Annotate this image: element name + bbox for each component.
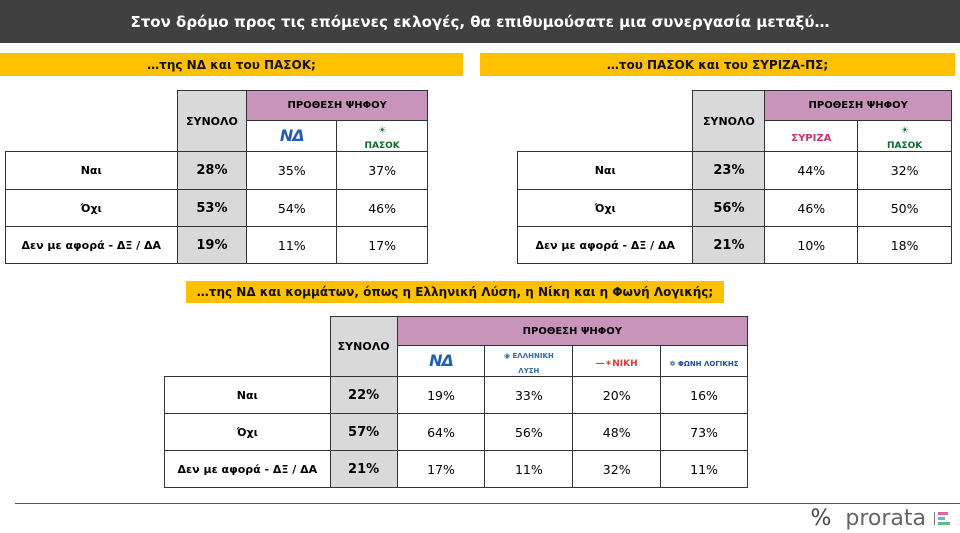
row-label: Ναι bbox=[516, 151, 694, 190]
vote-intention-header: ΠΡΟΘΕΣΗ ΨΗΦΟΥ bbox=[246, 90, 428, 121]
total-value: 21% bbox=[329, 450, 398, 488]
row-label: Όχι bbox=[5, 189, 178, 227]
total-value: 21% bbox=[692, 226, 766, 264]
table-row: Δεν με αφορά - ΔΞ / ΔΑ 19% 11% 17% bbox=[5, 226, 428, 264]
cell: 44% bbox=[764, 151, 859, 190]
vote-intention-header: ΠΡΟΘΕΣΗ ΨΗΦΟΥ bbox=[764, 90, 952, 121]
table-row: Όχι 57% 64% 56% 48% 73% bbox=[164, 413, 748, 451]
cell: 17% bbox=[396, 450, 486, 488]
row-label: Δεν με αφορά - ΔΞ / ΔΑ bbox=[164, 450, 331, 488]
table-row: Ναι 22% 19% 33% 20% 16% bbox=[164, 376, 748, 414]
results-table-2: ΣΥΝΟΛΟ ΠΡΟΘΕΣΗ ΨΗΦΟΥ ΣΥΡΙΖΑ ☀ ΠΑΣΟΚ Ναι 23% 4… bbox=[516, 90, 952, 264]
cell: 32% bbox=[572, 450, 662, 488]
cell: 19% bbox=[396, 376, 486, 414]
total-value: 56% bbox=[692, 189, 766, 227]
niki-logo: —✶ΝΙΚΗ bbox=[572, 345, 662, 377]
brand-name: prorata bbox=[845, 506, 926, 531]
cell: 54% bbox=[246, 189, 338, 227]
nd-logo: ΝΔ bbox=[396, 345, 486, 377]
cell: 73% bbox=[660, 413, 748, 451]
question-heading-1: …της ΝΔ και του ΠΑΣΟΚ; bbox=[0, 53, 463, 76]
total-header: ΣΥΝΟΛΟ bbox=[176, 90, 248, 152]
table-row: Όχι 56% 46% 50% bbox=[516, 189, 952, 227]
cell: 33% bbox=[484, 376, 574, 414]
row-label: Δεν με αφορά - ΔΞ / ΔΑ bbox=[516, 226, 694, 264]
elliniki-lysi-logo: ◉ ΕΛΛΗΝΙΚΗ ΛΥΣΗ bbox=[484, 345, 574, 377]
cell: 20% bbox=[572, 376, 662, 414]
cell: 48% bbox=[572, 413, 662, 451]
nd-logo: ΝΔ bbox=[246, 120, 338, 152]
table-row: Όχι 53% 54% 46% bbox=[5, 189, 428, 227]
pasok-logo: ☀ ΠΑΣΟΚ bbox=[336, 120, 428, 152]
table-row: Ναι 28% 35% 37% bbox=[5, 151, 428, 190]
cell: 32% bbox=[857, 151, 952, 190]
total-header: ΣΥΝΟΛΟ bbox=[329, 316, 398, 377]
cell: 37% bbox=[336, 151, 428, 190]
cell: 35% bbox=[246, 151, 338, 190]
prorata-logo: % prorata bbox=[810, 506, 950, 531]
results-table-1: ΣΥΝΟΛΟ ΠΡΟΘΕΣΗ ΨΗΦΟΥ ΝΔ ☀ ΠΑΣΟΚ Ναι 28% 35% 37… bbox=[5, 90, 428, 264]
total-value: 19% bbox=[176, 226, 248, 264]
cell: 11% bbox=[660, 450, 748, 488]
vote-intention-header: ΠΡΟΘΕΣΗ ΨΗΦΟΥ bbox=[396, 316, 749, 346]
total-value: 28% bbox=[176, 151, 248, 190]
cell: 56% bbox=[484, 413, 574, 451]
table-row: Δεν με αφορά - ΔΞ / ΔΑ 21% 17% 11% 32% 11% bbox=[164, 450, 748, 488]
total-value: 57% bbox=[329, 413, 398, 451]
cell: 18% bbox=[857, 226, 952, 264]
page-title: Στον δρόμο προς τις επόμενες εκλογές, θα… bbox=[0, 0, 960, 43]
cell: 64% bbox=[396, 413, 486, 451]
table-row: Δεν με αφορά - ΔΞ / ΔΑ 21% 10% 18% bbox=[516, 226, 952, 264]
row-label: Όχι bbox=[516, 189, 694, 227]
foni-logikis-logo: ❁ ΦΩΝΗ ΛΟΓΙΚΗΣ bbox=[660, 345, 748, 377]
syriza-logo: ΣΥΡΙΖΑ bbox=[764, 120, 859, 152]
row-label: Ναι bbox=[164, 376, 331, 414]
cell: 50% bbox=[857, 189, 952, 227]
cell: 11% bbox=[246, 226, 338, 264]
footer-divider bbox=[15, 503, 960, 504]
cell: 17% bbox=[336, 226, 428, 264]
cell: 11% bbox=[484, 450, 574, 488]
cell: 46% bbox=[764, 189, 859, 227]
question-heading-3: …της ΝΔ και κομμάτων, όπως η Ελληνική Λύ… bbox=[186, 281, 724, 303]
cell: 16% bbox=[660, 376, 748, 414]
cell: 46% bbox=[336, 189, 428, 227]
total-header: ΣΥΝΟΛΟ bbox=[692, 90, 766, 152]
row-label: Δεν με αφορά - ΔΞ / ΔΑ bbox=[5, 226, 178, 264]
table-row: Ναι 23% 44% 32% bbox=[516, 151, 952, 190]
results-table-3: ΣΥΝΟΛΟ ΠΡΟΘΕΣΗ ΨΗΦΟΥ ΝΔ ◉ ΕΛΛΗΝΙΚΗ ΛΥΣΗ —✶ΝΙ… bbox=[164, 316, 749, 488]
cell: 10% bbox=[764, 226, 859, 264]
total-value: 53% bbox=[176, 189, 248, 227]
bars-icon bbox=[934, 512, 950, 525]
row-label: Ναι bbox=[5, 151, 178, 190]
percent-icon: % bbox=[810, 506, 832, 531]
pasok-logo: ☀ ΠΑΣΟΚ bbox=[857, 120, 952, 152]
question-heading-2: …του ΠΑΣΟΚ και του ΣΥΡΙΖΑ-ΠΣ; bbox=[480, 53, 955, 76]
total-value: 22% bbox=[329, 376, 398, 414]
row-label: Όχι bbox=[164, 413, 331, 451]
total-value: 23% bbox=[692, 151, 766, 190]
